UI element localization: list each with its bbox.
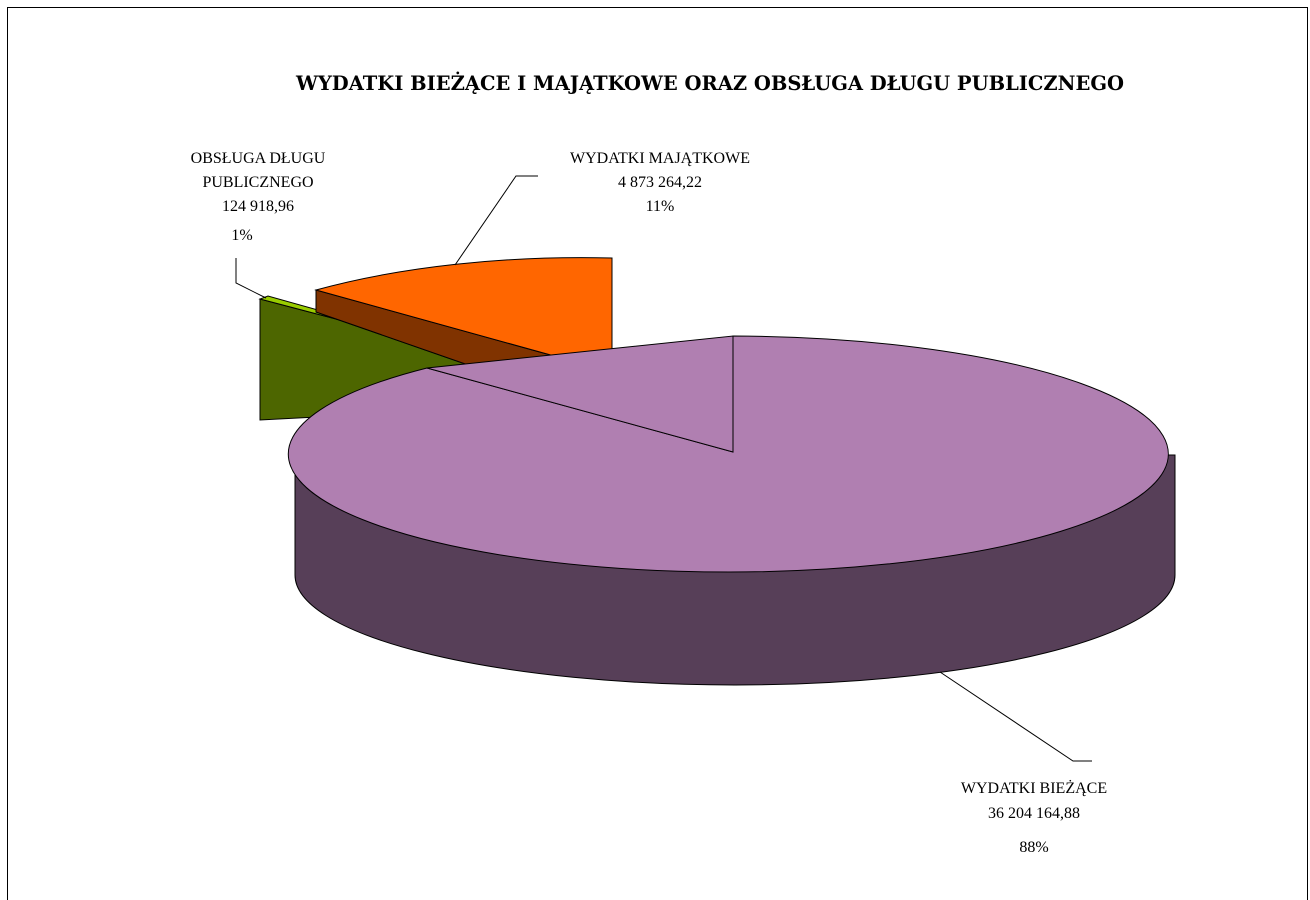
pie-slice-wydatki-biezace-top: [287, 335, 1169, 573]
data-label-wydatki-biezace: WYDATKI BIEŻĄCE 36 204 164,88 88%: [961, 779, 1107, 856]
pie-slice-wydatki-biezace-cut: [426, 335, 734, 453]
leader-line-wydatki-majatkowe: [454, 175, 538, 266]
chart-title: WYDATKI BIEŻĄCE I MAJĄTKOWE ORAZ OBSŁUGA…: [295, 71, 1124, 95]
pie-slice-wydatki-biezace: [287, 335, 1176, 686]
leader-line-obsluga-dlugu: [235, 258, 267, 299]
data-label-obsluga-dlugu: OBSŁUGA DŁUGU PUBLICZNEGO 124 918,96 1%: [191, 150, 326, 244]
data-label-wydatki-majatkowe: WYDATKI MAJĄTKOWE 4 873 264,22 11%: [570, 150, 750, 215]
data-label-value: 4 873 264,22: [618, 174, 702, 191]
data-label-value: 36 204 164,88: [988, 805, 1080, 822]
data-label-category: WYDATKI MAJĄTKOWE: [570, 150, 750, 167]
data-label-category-line2: PUBLICZNEGO: [202, 174, 313, 191]
data-label-percent: 1%: [231, 227, 252, 244]
data-label-category-line1: OBSŁUGA DŁUGU: [191, 150, 326, 167]
data-label-percent: 11%: [646, 198, 675, 215]
leader-line-wydatki-biezace: [939, 671, 1092, 762]
data-label-value: 124 918,96: [222, 198, 294, 215]
data-label-percent: 88%: [1019, 839, 1048, 856]
chart-frame: [7, 7, 1308, 900]
data-label-category: WYDATKI BIEŻĄCE: [961, 779, 1107, 797]
